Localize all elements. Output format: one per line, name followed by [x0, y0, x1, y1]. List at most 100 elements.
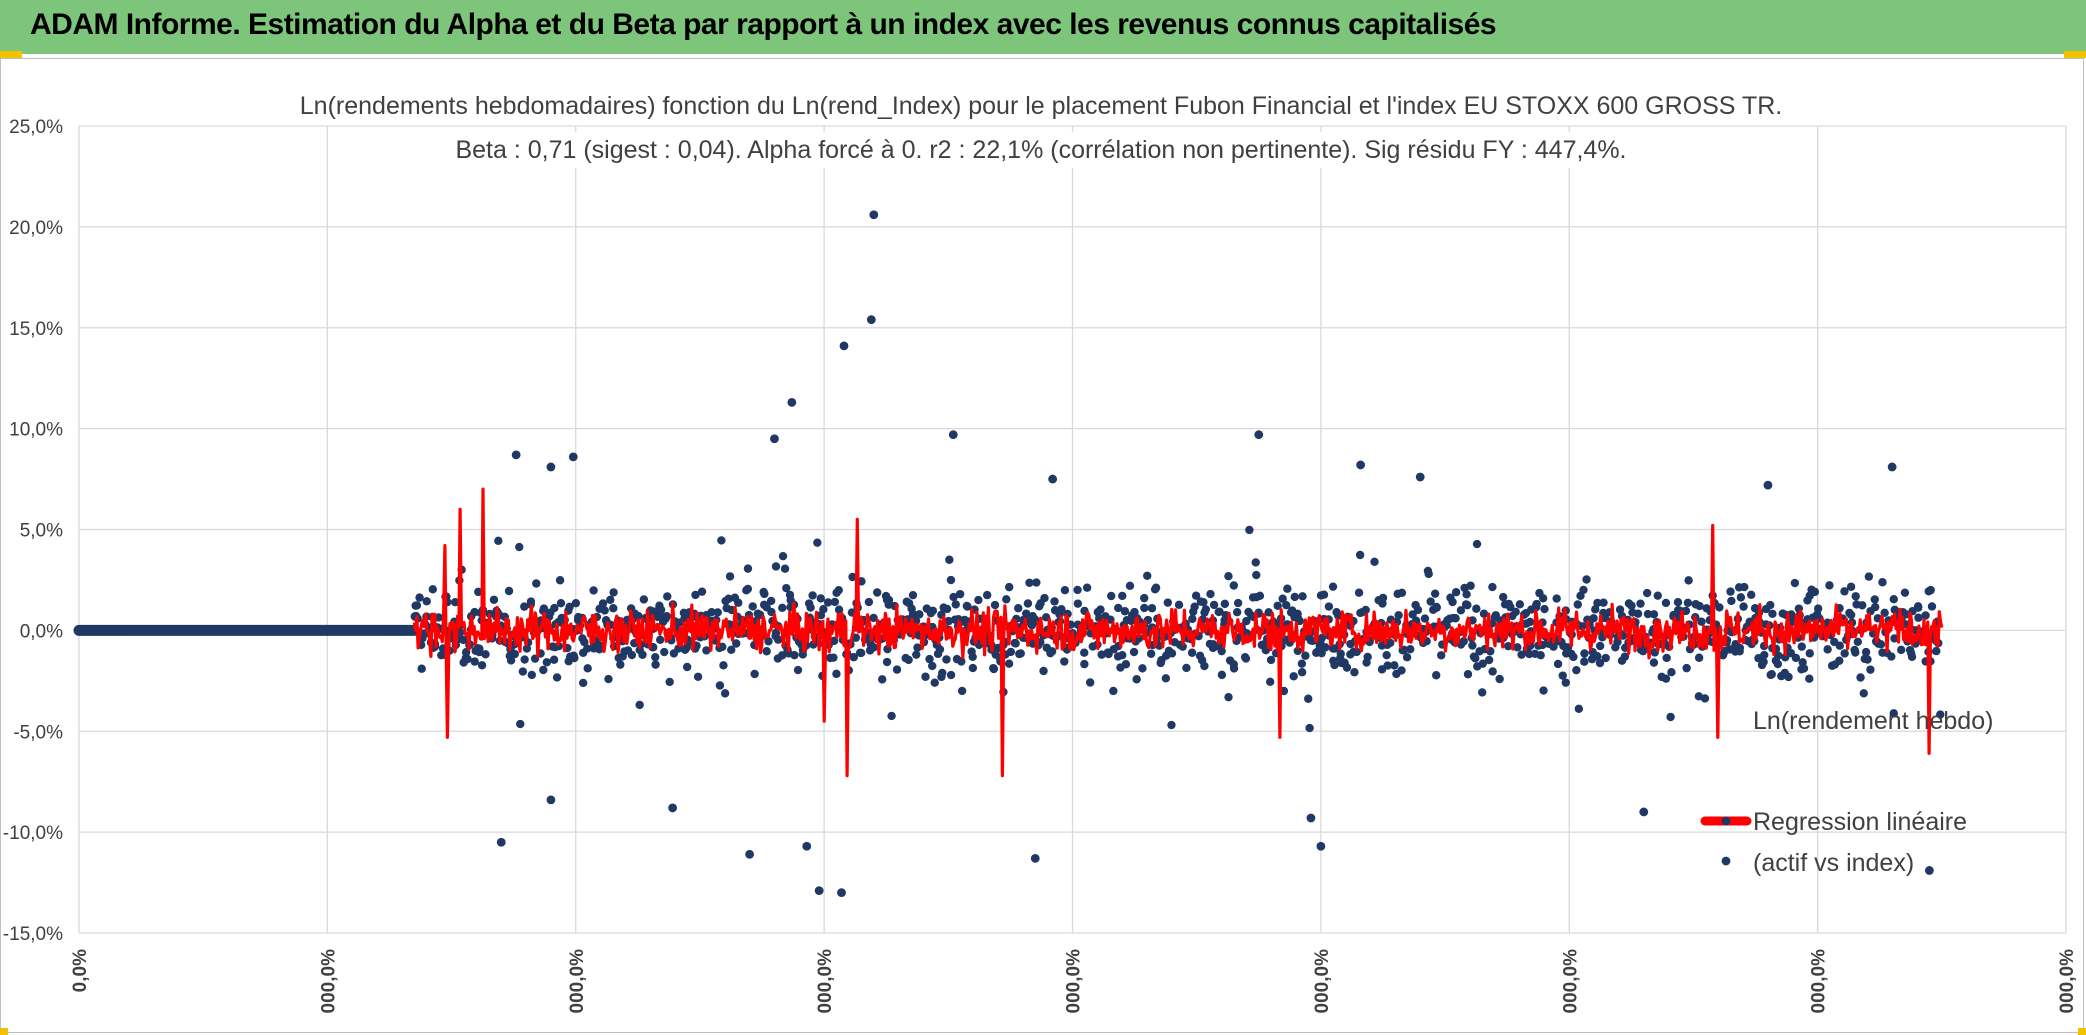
data-point [823, 598, 833, 607]
data-point [1167, 720, 1176, 730]
x-axis-ticks: 0,0% 000,0% 000,0% 000,0% 000,0% 000,0% 000,0%… [70, 949, 2078, 1014]
data-point [1424, 569, 1433, 579]
data-point [955, 589, 965, 599]
data-point [1305, 723, 1314, 733]
data-point [1861, 647, 1871, 657]
data-point [1023, 599, 1033, 608]
regression-line [412, 487, 1944, 778]
data-point [665, 677, 674, 687]
data-point [1242, 629, 1251, 638]
data-point [1370, 557, 1379, 566]
data-point [1039, 666, 1048, 676]
x-tick-label: 0,0% [70, 949, 91, 992]
data-point [830, 597, 840, 607]
data-point [1921, 611, 1930, 620]
data-point [515, 542, 524, 552]
data-point [790, 650, 799, 660]
data-point [1684, 576, 1693, 585]
data-point [1593, 598, 1602, 608]
data-point [459, 635, 468, 645]
data-point [1472, 539, 1482, 549]
data-point [474, 587, 483, 597]
data-point [682, 662, 692, 672]
data-point [766, 596, 776, 606]
data-point [1856, 673, 1865, 682]
data-point [1858, 601, 1867, 610]
x-tick-label: 000,0% [815, 949, 836, 1014]
data-point [1574, 704, 1584, 714]
data-point [635, 700, 644, 710]
data-point [1118, 650, 1127, 660]
data-point [1595, 658, 1605, 668]
data-point [715, 681, 725, 690]
data-point [1085, 678, 1095, 687]
data-point [727, 645, 736, 655]
data-point [1289, 672, 1298, 681]
data-point [656, 605, 666, 615]
data-point [1229, 664, 1239, 673]
data-point [494, 536, 503, 546]
data-point [1889, 709, 1898, 718]
chart-title-background [330, 88, 1752, 124]
data-point [1402, 653, 1412, 662]
legend-dot-marker [1721, 856, 1731, 866]
data-point [1735, 643, 1745, 653]
data-point [778, 603, 787, 613]
scatter-chart: 25,0% 20,0% 15,0% 10,0% 5,0% 0,0% -5,0% -10,0% -… [3, 88, 2078, 1014]
data-point [1278, 594, 1287, 603]
data-point [1011, 639, 1020, 648]
data-point [771, 628, 781, 638]
data-point [693, 672, 703, 681]
data-point [565, 602, 574, 611]
data-point [1478, 688, 1487, 697]
data-point [1426, 597, 1435, 606]
data-point [1478, 659, 1487, 668]
data-point [1413, 605, 1423, 615]
data-point [1057, 605, 1066, 614]
data-point-outlier [1030, 853, 1040, 863]
data-point [1642, 588, 1652, 598]
data-point [1451, 587, 1461, 597]
data-point [1580, 649, 1589, 658]
legend-dot-marker [1721, 816, 1731, 826]
legend-label-regression: Regression linéaire [1753, 808, 1967, 836]
data-point [928, 606, 938, 615]
data-point [1791, 653, 1801, 663]
data-point [549, 655, 559, 664]
data-point [1096, 605, 1105, 614]
data-point [1697, 617, 1706, 626]
data-point [1768, 609, 1777, 618]
data-point [1901, 610, 1911, 619]
corner-mark-bottom-left [0, 1028, 8, 1035]
data-point [578, 678, 588, 688]
y-tick-label: 25,0% [9, 117, 63, 138]
data-point [1851, 592, 1860, 601]
x-tick-label: 000,0% [1809, 949, 1830, 1014]
data-point [813, 538, 822, 547]
data-point-outlier [1415, 472, 1425, 482]
data-point [748, 602, 757, 611]
data-point [1495, 674, 1504, 684]
data-point [1178, 642, 1187, 651]
data-point [760, 589, 769, 599]
data-point [1121, 660, 1131, 669]
data-point-outlier [1316, 841, 1326, 851]
data-point [982, 590, 992, 600]
data-point [1232, 608, 1242, 617]
data-point [422, 597, 431, 606]
data-point [1661, 674, 1671, 683]
data-point [1132, 675, 1141, 684]
data-point [1774, 651, 1783, 660]
data-point [1513, 643, 1522, 652]
corner-mark-top-right [2064, 51, 2086, 58]
data-point [743, 564, 753, 573]
legend: Ln(rendement hebdo) Regression linéaire (a… [1700, 707, 1993, 877]
data-point [1437, 651, 1446, 660]
data-point [1143, 571, 1152, 580]
data-point [1199, 598, 1208, 607]
data-point-outlier [814, 886, 824, 896]
data-point [1459, 637, 1468, 646]
title-bar: ADAM Informe. Estimation du Alpha et du … [0, 0, 2086, 54]
data-point-outlier [546, 795, 556, 805]
data-point [1926, 585, 1935, 595]
